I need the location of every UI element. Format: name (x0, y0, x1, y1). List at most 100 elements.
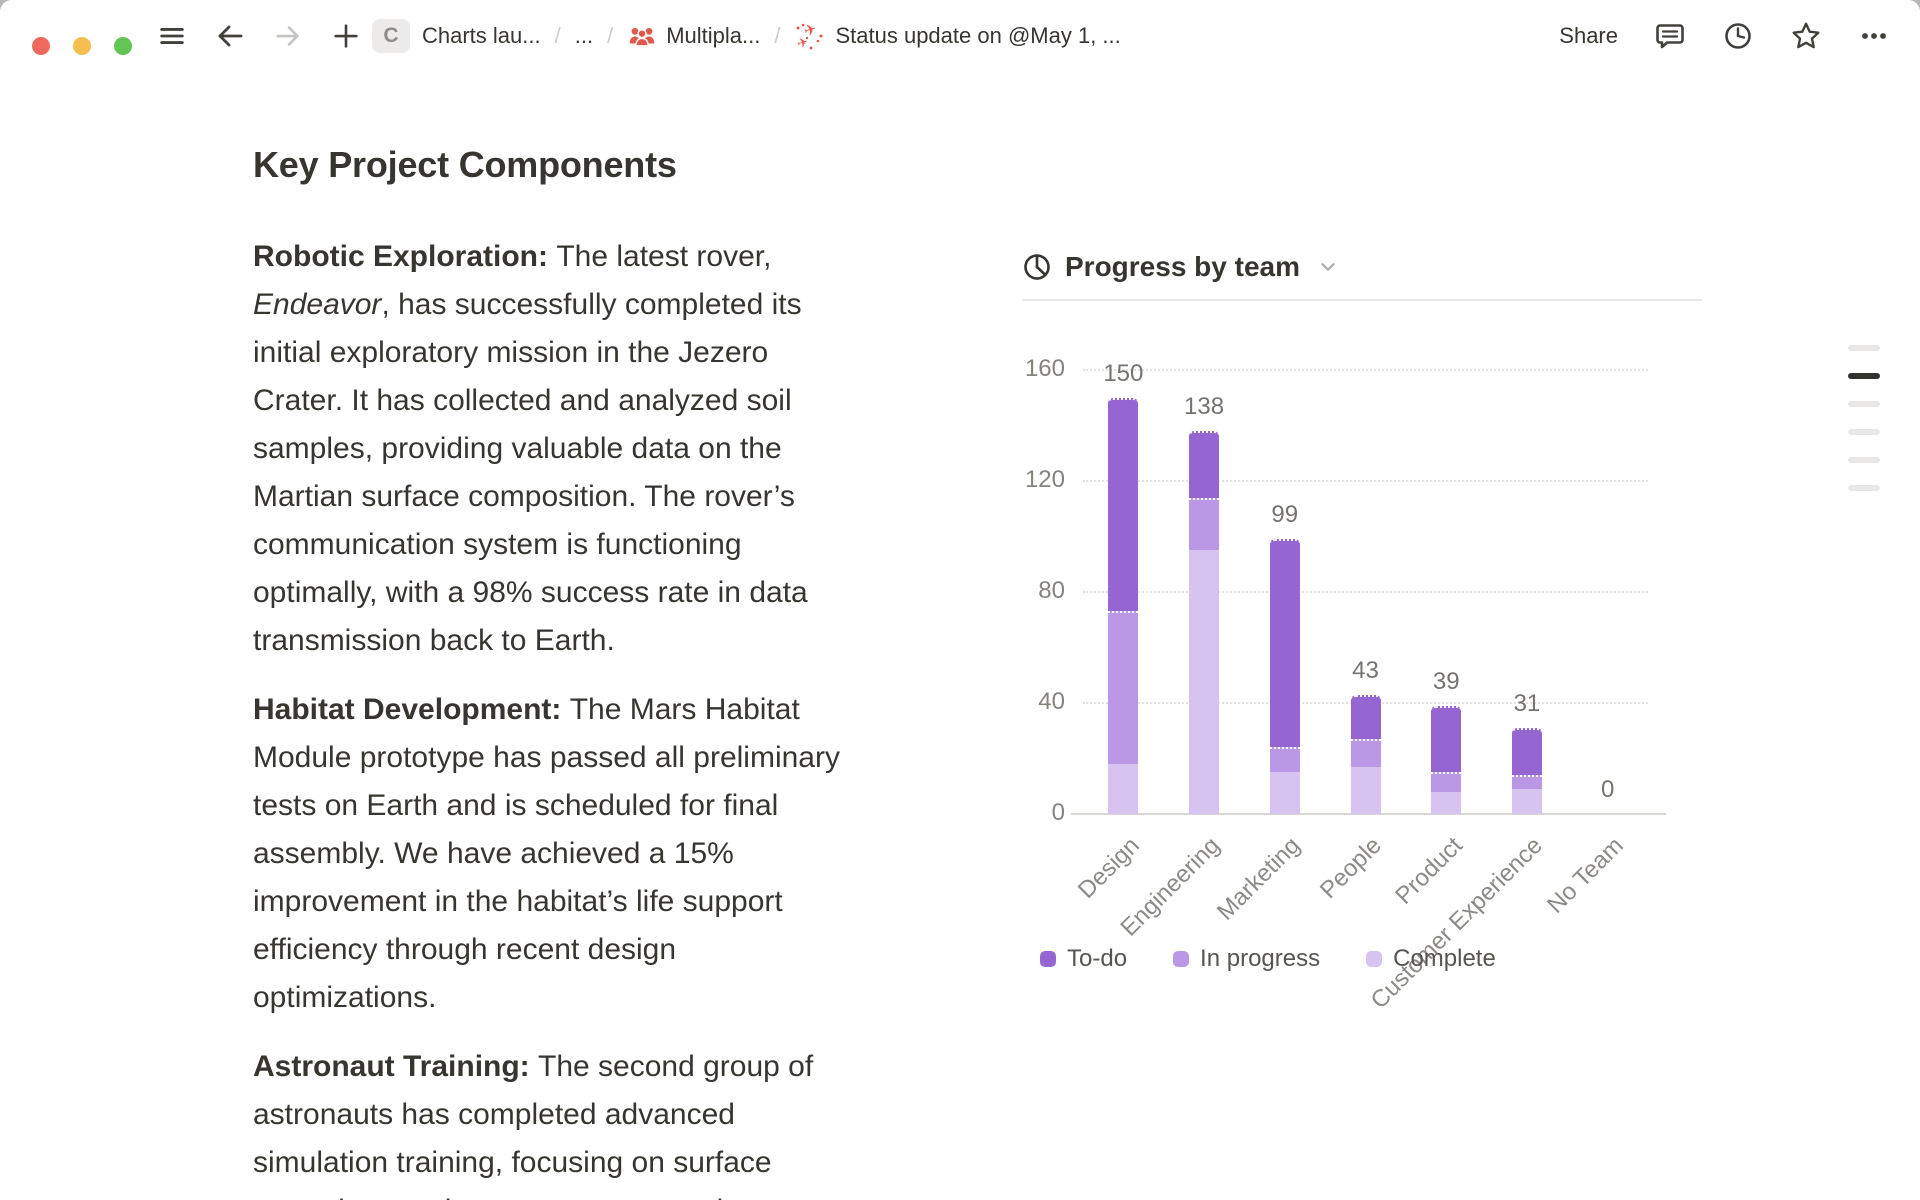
breadcrumb-separator: / (554, 23, 561, 48)
more-options-button[interactable] (1858, 20, 1890, 52)
share-button[interactable]: Share (1559, 23, 1618, 48)
gridline (1083, 591, 1648, 593)
bar-total-label: 99 (1271, 501, 1299, 529)
x-category-label: Design (1072, 832, 1145, 904)
bar-segment-in-progress[interactable] (1108, 611, 1139, 765)
legend-label: Complete (1393, 945, 1496, 972)
bar-segment-complete[interactable] (1108, 764, 1139, 814)
paragraph-lead: Astronaut Training: (253, 1050, 538, 1083)
bar-segment-complete[interactable] (1269, 772, 1300, 814)
sidebar-menu-button[interactable] (156, 20, 188, 52)
outline-segment[interactable] (1848, 485, 1880, 491)
legend-item-in-progress[interactable]: In progress (1173, 945, 1320, 973)
bar-segment-in-progress[interactable] (1269, 747, 1300, 773)
gridline (1083, 480, 1648, 482)
paragraph-robotic-exploration[interactable]: Robotic Exploration: The latest rover, E… (253, 240, 808, 657)
bar-segment-to-do[interactable] (1511, 727, 1542, 776)
comments-button[interactable] (1654, 20, 1686, 52)
forward-button[interactable] (272, 20, 304, 52)
x-category-label: Product (1389, 832, 1468, 910)
outline-segment[interactable] (1848, 429, 1880, 435)
bar-total-label: 150 (1103, 359, 1144, 387)
bar-segment-to-do[interactable] (1108, 397, 1139, 612)
bar-segment-to-do[interactable] (1269, 539, 1300, 748)
workspace-badge[interactable]: C (372, 19, 410, 53)
page-title[interactable]: Key Project Components (253, 144, 677, 185)
bar-segment-complete[interactable] (1431, 791, 1462, 814)
bar-segment-to-do[interactable] (1189, 431, 1220, 498)
clock-icon (1725, 23, 1751, 49)
zoom-window-button[interactable] (114, 37, 132, 55)
bar-total-label: 138 (1184, 393, 1225, 421)
minimize-window-button[interactable] (73, 37, 91, 55)
bar-segment-complete[interactable] (1511, 789, 1542, 814)
y-tick-label: 160 (1024, 355, 1065, 382)
bar-segment-complete[interactable] (1350, 766, 1381, 814)
gridline (1083, 369, 1648, 371)
chart-plot: 0 40 80 120 160 150 Design 138 Engineering 99 Mark… (1025, 355, 1666, 1014)
legend-item-to-do[interactable]: To-do (1040, 945, 1127, 973)
legend-item-complete[interactable]: Complete (1366, 945, 1496, 973)
nav-cluster (156, 0, 362, 72)
people-group-icon (630, 27, 655, 47)
breadcrumb-item-collapsed[interactable]: ... (574, 23, 594, 48)
bar-segment-to-do[interactable] (1350, 694, 1381, 740)
outline-segment[interactable] (1848, 373, 1880, 379)
outline-segment[interactable] (1848, 345, 1880, 351)
history-button[interactable] (1722, 20, 1754, 52)
document-body: Key Project Components Robotic Explorati… (253, 143, 861, 1200)
legend-chip (1366, 951, 1383, 967)
chart-block: Progress by team 0 40 80 120 160 150 Design 138… (1022, 249, 1702, 1014)
x-axis-line (1071, 813, 1666, 815)
chart-legend: To-do In progress Complete (1040, 945, 1496, 973)
back-button[interactable] (214, 20, 246, 52)
bar-segment-in-progress[interactable] (1431, 772, 1462, 792)
paragraph-lead: Robotic Exploration: (253, 240, 557, 273)
paragraph-lead: Habitat Development: (253, 693, 570, 726)
breadcrumb-item-workspace[interactable]: Charts lau... (422, 23, 541, 48)
bar-segment-in-progress[interactable] (1511, 775, 1542, 790)
arrow-right-icon (276, 26, 299, 46)
traffic-lights (32, 37, 132, 55)
breadcrumb-item-parent[interactable]: Multipla... (627, 21, 760, 51)
x-category-label: No Team (1542, 832, 1629, 919)
titlebar-actions: Share (1559, 0, 1890, 72)
bar-segment-complete[interactable] (1189, 550, 1220, 814)
bar-total-label: 43 (1352, 656, 1379, 684)
chart-title: Progress by team (1065, 251, 1300, 282)
breadcrumb-separator: / (607, 23, 614, 48)
ellipsis-icon (1862, 33, 1886, 39)
svg-text:✈: ✈ (802, 20, 819, 40)
breadcrumb: C Charts lau... / ... / Multipla... / ✈ ✈… (372, 0, 1121, 72)
paragraph-astronaut-training[interactable]: Astronaut Training: The second group of … (253, 1050, 814, 1200)
favorite-button[interactable] (1790, 20, 1822, 52)
arrow-left-icon (218, 25, 243, 47)
breadcrumb-item-page[interactable]: ✈ ✈ Status update on @May 1, ... (795, 20, 1121, 52)
y-tick-label: 40 (1038, 688, 1065, 715)
chart-divider (1022, 299, 1702, 301)
outline-segment[interactable] (1848, 401, 1880, 407)
bar-segment-in-progress[interactable] (1189, 497, 1220, 551)
y-tick-label: 120 (1024, 466, 1065, 493)
star-icon (1792, 22, 1820, 49)
y-tick-label: 0 (1051, 799, 1065, 826)
x-category-label: Marketing (1212, 832, 1306, 926)
legend-label: To-do (1067, 945, 1128, 972)
x-category-label: People (1314, 832, 1387, 904)
bar-segment-in-progress[interactable] (1350, 739, 1381, 767)
bar-segment-to-do[interactable] (1431, 705, 1462, 773)
comment-icon (1656, 24, 1684, 49)
plus-icon (334, 24, 358, 48)
bar-total-label: 39 (1432, 667, 1460, 695)
breadcrumb-separator: / (774, 23, 781, 48)
legend-label: In progress (1200, 945, 1321, 972)
paragraph-habitat-development[interactable]: Habitat Development: The Mars Habitat Mo… (253, 693, 840, 1014)
new-page-button[interactable] (330, 20, 362, 52)
outline-segment[interactable] (1848, 457, 1880, 463)
legend-chip (1040, 951, 1056, 967)
chart-header[interactable]: Progress by team (1022, 249, 1702, 285)
close-window-button[interactable] (32, 37, 50, 55)
hamburger-icon (160, 28, 184, 44)
pie-chart-icon (1024, 254, 1050, 280)
